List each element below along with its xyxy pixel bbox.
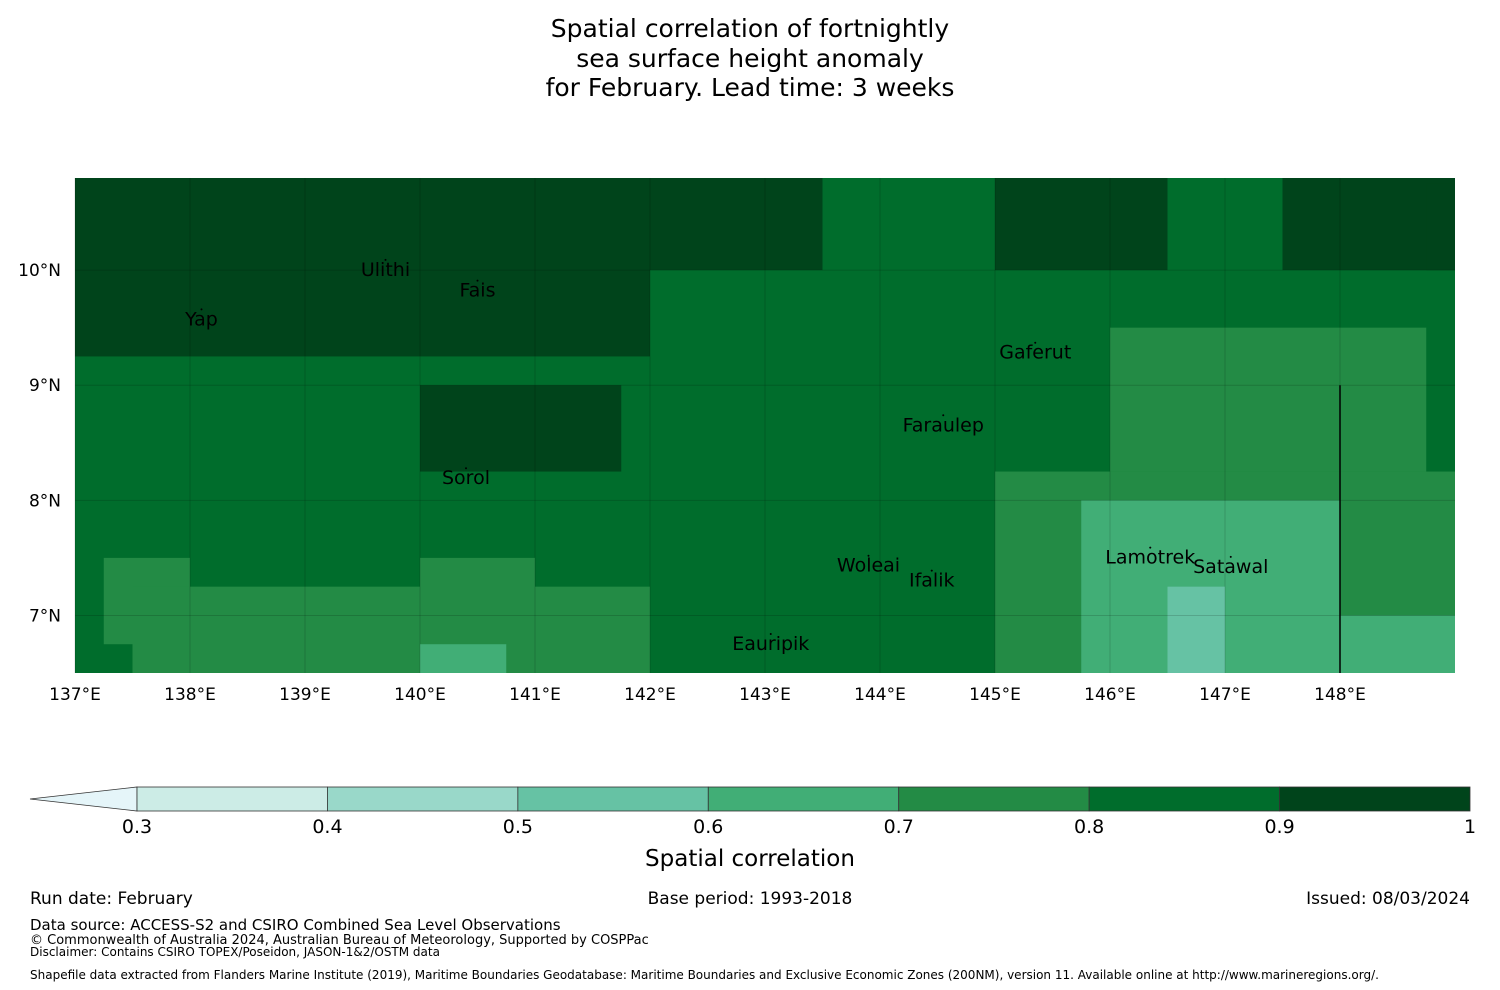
- axis-ticks: 137°E 138°E 139°E 140°E 141°E 142°E 143°E 144°E…: [18, 261, 1366, 705]
- colorbar-tick-label: 0.3: [121, 816, 153, 838]
- island-marker: [1149, 546, 1152, 549]
- place-label: Faraulep: [903, 414, 984, 436]
- x-tick-label: 139°E: [279, 685, 331, 705]
- run-date: Run date: February: [30, 889, 193, 909]
- x-tick-label: 137°E: [49, 685, 101, 705]
- colorbar: [29, 786, 1471, 812]
- heatmap-cells: [75, 178, 1455, 673]
- place-label: Sorol: [442, 467, 490, 489]
- x-tick-label: 148°E: [1314, 685, 1366, 705]
- x-tick-label: 140°E: [394, 685, 446, 705]
- y-tick-label: 8°N: [29, 491, 61, 511]
- disclaimer: Disclaimer: Contains CSIRO TOPEX/Poseido…: [30, 945, 440, 959]
- place-labels: Ulithi Fais Yap Gaferut Faraulep Sorol Woleai I…: [184, 258, 1268, 655]
- heatmap-region-12: [1110, 327, 1427, 472]
- x-tick-label: 138°E: [164, 685, 216, 705]
- place-label: Ulithi: [361, 259, 410, 281]
- colorbar-segment: [517, 786, 709, 812]
- chart-title: Spatial correlation of fortnightly sea s…: [0, 14, 1500, 103]
- colorbar-extend-arrow: [29, 786, 138, 812]
- shapefile-credit: Shapefile data extracted from Flanders M…: [30, 968, 1379, 982]
- island-marker: [1229, 555, 1232, 558]
- base-period: Base period: 1993-2018: [647, 889, 853, 909]
- colorbar-tick-label: 1: [1463, 816, 1477, 838]
- place-label: Woleai: [837, 555, 900, 577]
- island-marker: [867, 554, 870, 557]
- island-marker: [476, 279, 479, 282]
- colorbar-segment: [327, 786, 519, 812]
- colorbar-segment: [1088, 786, 1280, 812]
- x-tick-label: 142°E: [624, 685, 676, 705]
- x-tick-label: 141°E: [509, 685, 561, 705]
- copyright: © Commonwealth of Australia 2024, Austra…: [30, 933, 649, 948]
- y-tick-label: 7°N: [29, 606, 61, 626]
- island-marker: [769, 632, 772, 635]
- heatmap-region-15: [1167, 586, 1225, 673]
- place-label: Eauripik: [732, 633, 809, 655]
- island-marker: [465, 467, 467, 470]
- y-tick-label: 9°N: [29, 376, 61, 396]
- colorbar-tick-label: 0.5: [502, 816, 533, 838]
- colorbar-tick-label: 0.6: [693, 816, 724, 838]
- colorbar-tick-label: 0.9: [1264, 816, 1295, 838]
- heatmap-region-6: [420, 385, 622, 472]
- heatmap-region-14: [1340, 615, 1455, 673]
- x-tick-label: 145°E: [969, 685, 1021, 705]
- heatmap-region-4: [995, 178, 1168, 271]
- title-line-2: sea surface height anomaly: [576, 43, 924, 73]
- colorbar-tick-label: 0.4: [312, 816, 343, 838]
- island-marker: [384, 258, 387, 261]
- colorbar-segment: [136, 786, 328, 812]
- colorbar-segment: [707, 786, 900, 812]
- y-tick-label: 10°N: [18, 261, 61, 281]
- colorbar-segment: [1279, 786, 1471, 812]
- title-line-1: Spatial correlation of fortnightly: [550, 14, 950, 43]
- colorbar-label: Spatial correlation: [645, 846, 855, 872]
- colorbar-tick-label: 0.8: [1074, 816, 1105, 838]
- place-label: Satawal: [1193, 556, 1268, 578]
- x-tick-label: 147°E: [1199, 685, 1251, 705]
- island-marker: [1034, 341, 1037, 344]
- issued-date: Issued: 08/03/2024: [1306, 889, 1470, 909]
- x-tick-label: 143°E: [739, 685, 791, 705]
- heatmap-region-5: [1426, 183, 1455, 271]
- heatmap-region-10: [420, 644, 507, 673]
- island-marker: [200, 308, 203, 311]
- place-label: Gaferut: [999, 342, 1071, 364]
- data-source: Data source: ACCESS-S2 and CSIRO Combine…: [30, 916, 561, 934]
- place-label: Fais: [459, 280, 495, 302]
- place-label: Lamotrek: [1105, 547, 1195, 569]
- x-tick-label: 144°E: [854, 685, 906, 705]
- title-line-3: for February. Lead time: 3 weeks: [545, 73, 955, 102]
- island-marker: [942, 414, 945, 417]
- x-tick-label: 146°E: [1084, 685, 1136, 705]
- colorbar-tick-label: 0.7: [883, 816, 914, 838]
- place-label: Yap: [184, 308, 218, 330]
- heatmap-region-8: [132, 586, 650, 673]
- colorbar-segment: [898, 786, 1090, 812]
- place-label: Ifalik: [909, 570, 955, 592]
- island-marker: [930, 569, 933, 572]
